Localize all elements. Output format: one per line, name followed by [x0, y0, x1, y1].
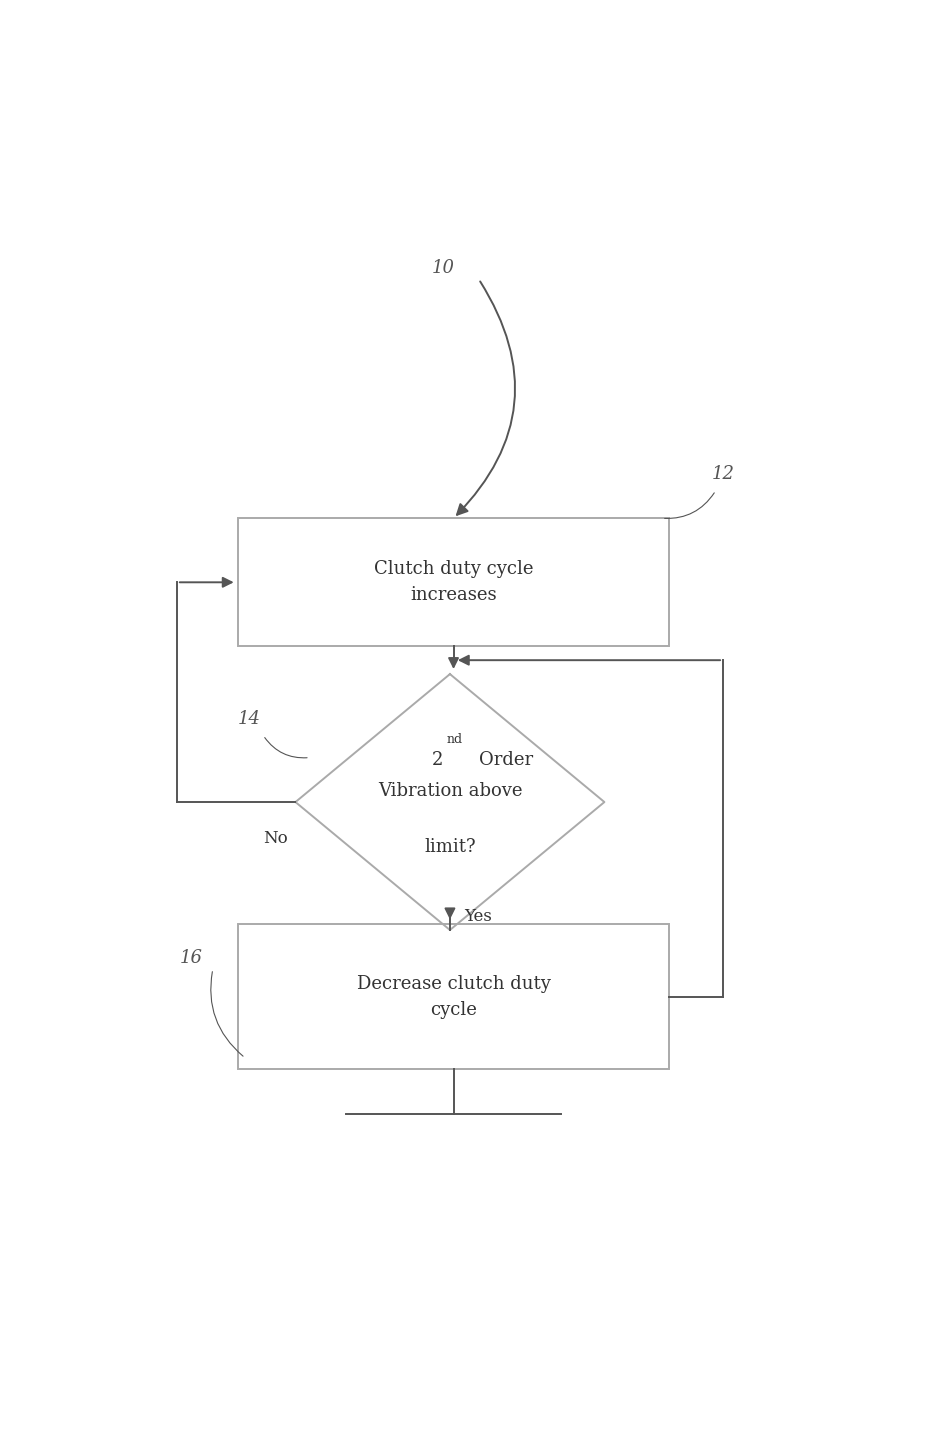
Text: 2: 2	[431, 751, 443, 769]
Text: nd: nd	[447, 733, 463, 746]
Text: Decrease clutch duty
cycle: Decrease clutch duty cycle	[357, 974, 551, 1019]
Text: 12: 12	[711, 465, 734, 483]
Text: No: No	[263, 829, 288, 847]
Text: Vibration above: Vibration above	[377, 782, 522, 801]
Text: 10: 10	[431, 259, 454, 277]
FancyBboxPatch shape	[238, 519, 669, 646]
Text: Yes: Yes	[464, 907, 492, 925]
FancyBboxPatch shape	[238, 925, 669, 1069]
Text: limit?: limit?	[425, 838, 476, 855]
Text: Clutch duty cycle
increases: Clutch duty cycle increases	[374, 561, 533, 604]
Text: 16: 16	[180, 949, 203, 967]
Text: Order: Order	[478, 751, 533, 769]
Polygon shape	[296, 673, 604, 931]
Text: 14: 14	[237, 709, 260, 728]
